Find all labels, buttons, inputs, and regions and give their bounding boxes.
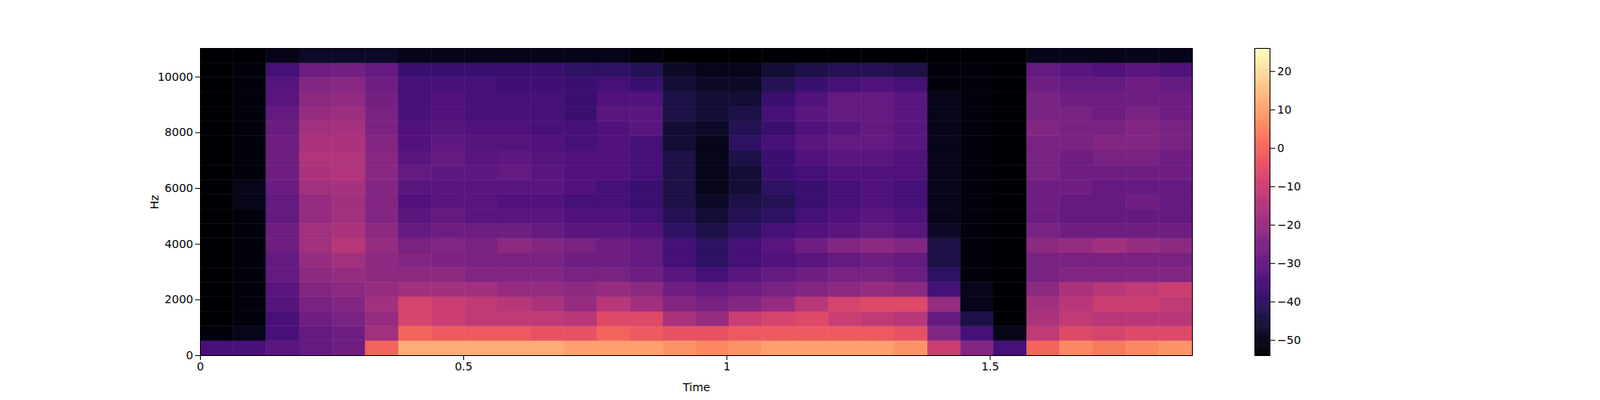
svg-text:−50: −50 <box>1277 333 1302 347</box>
svg-text:10000: 10000 <box>157 70 194 84</box>
svg-text:Hz: Hz <box>148 195 161 210</box>
svg-text:0: 0 <box>186 348 194 362</box>
svg-text:10: 10 <box>1277 103 1292 116</box>
svg-text:−20: −20 <box>1277 218 1302 232</box>
svg-text:1.5: 1.5 <box>981 360 1000 373</box>
svg-text:4000: 4000 <box>164 237 194 251</box>
svg-text:−10: −10 <box>1277 180 1302 193</box>
svg-text:Time: Time <box>681 380 710 394</box>
svg-text:1: 1 <box>723 360 731 373</box>
svg-text:0: 0 <box>1277 141 1285 155</box>
svg-text:6000: 6000 <box>164 181 194 195</box>
svg-text:−30: −30 <box>1277 256 1302 270</box>
svg-text:8000: 8000 <box>164 125 194 139</box>
svg-text:0: 0 <box>196 360 204 373</box>
svg-text:20: 20 <box>1277 64 1292 78</box>
svg-text:0.5: 0.5 <box>454 360 472 373</box>
svg-text:2000: 2000 <box>164 292 194 306</box>
svg-text:−40: −40 <box>1277 295 1302 308</box>
